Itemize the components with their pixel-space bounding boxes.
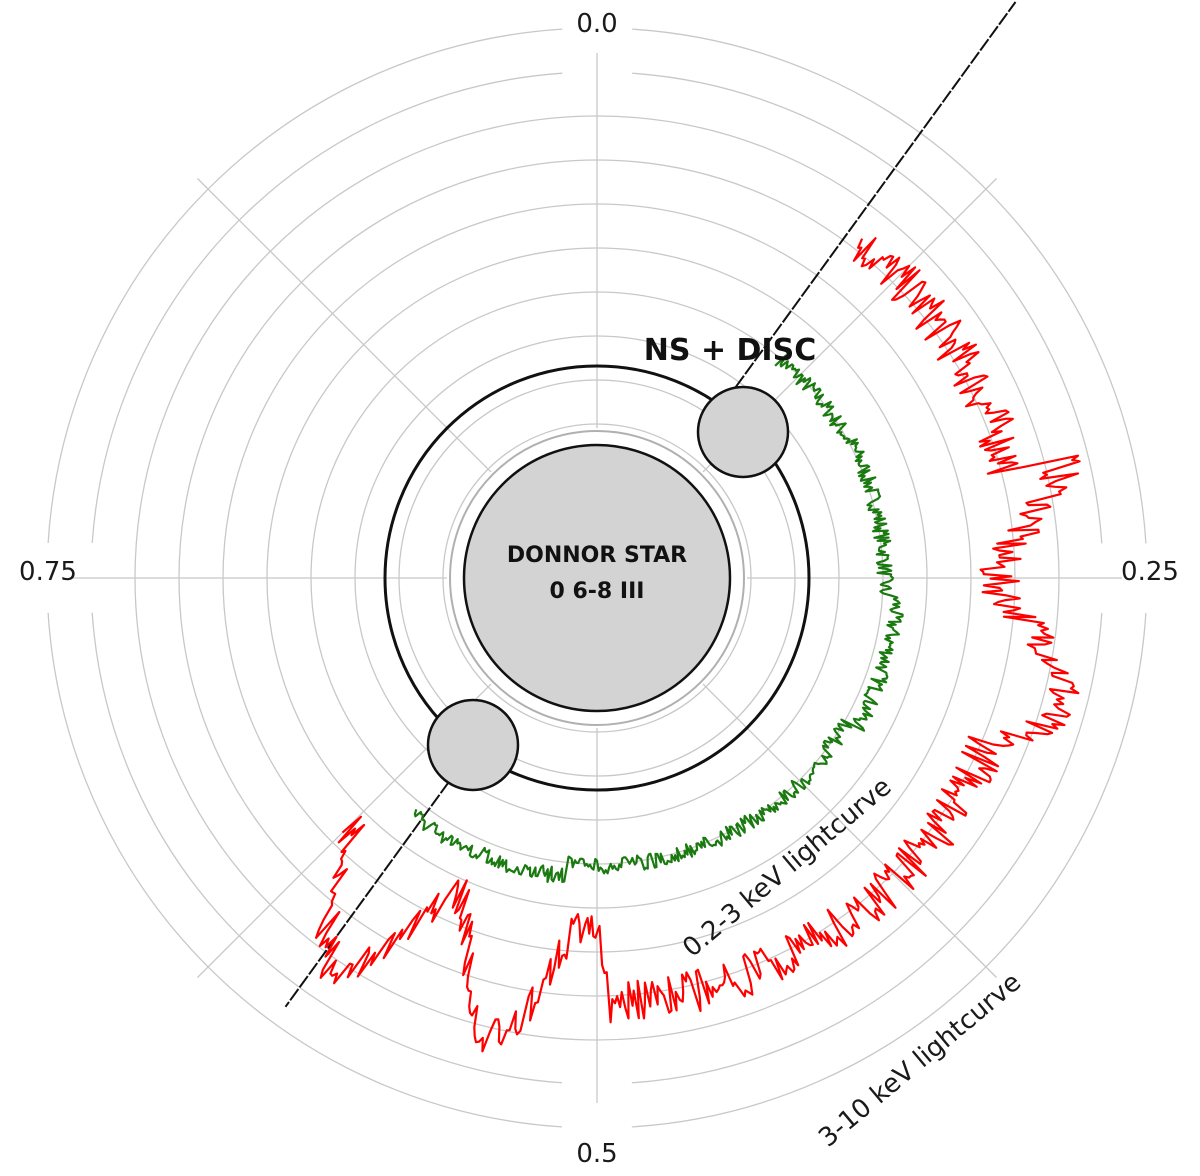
- donor-star: [462, 443, 732, 713]
- phase-label-05: 0.5: [576, 1139, 617, 1169]
- hard-curve-label: 3-10 keV lightcurve: [813, 967, 1027, 1153]
- eclipse-line-segment: [284, 768, 460, 1008]
- donor-star-type-label: 0 6-8 III: [550, 579, 645, 604]
- grid-spoke: [702, 683, 997, 978]
- phase-label-075: 0.75: [19, 557, 77, 587]
- grid-spoke: [197, 178, 492, 473]
- neutron-star-disc-lower: [426, 698, 520, 792]
- hard-lightcurve: [315, 237, 1081, 1053]
- donor-star-label: DONNOR STAR: [507, 543, 687, 568]
- phase-label-025: 0.25: [1121, 557, 1179, 587]
- orbit-path: [383, 364, 811, 792]
- soft-lightcurve: [413, 354, 904, 884]
- neutron-star-disc-upper: [696, 385, 790, 479]
- eclipse-line-segment: [734, 1, 1017, 388]
- phase-label-0: 0.0: [576, 9, 617, 39]
- ns-disc-label: NS + DISC: [644, 333, 816, 368]
